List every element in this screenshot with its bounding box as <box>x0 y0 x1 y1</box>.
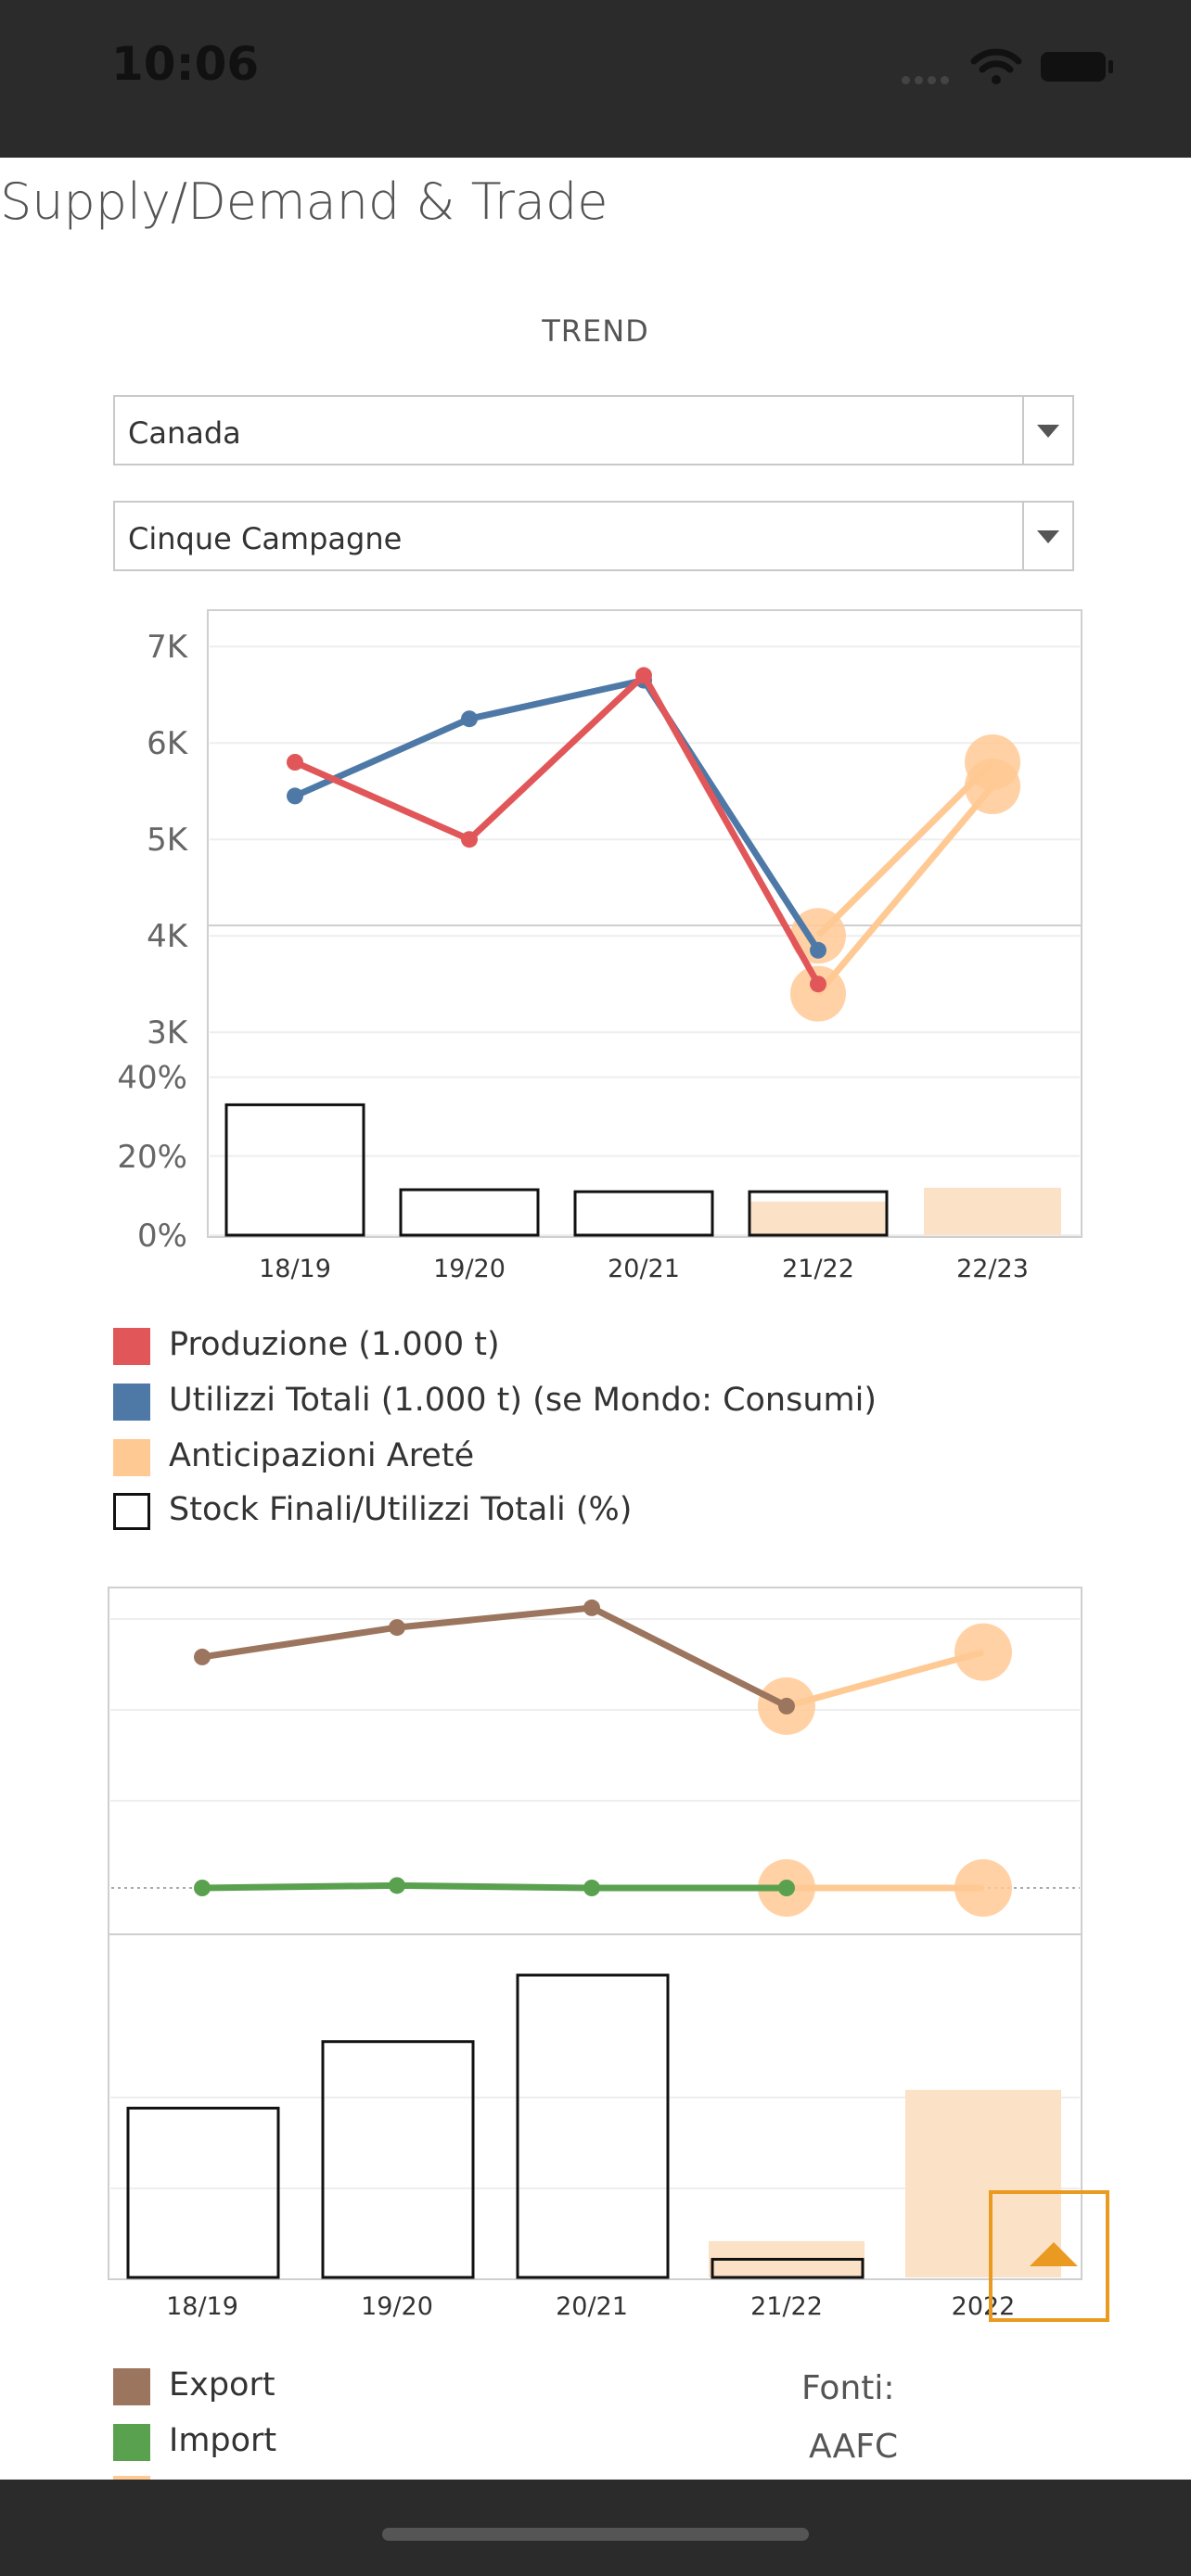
forecast-point <box>954 1859 1012 1917</box>
data-point <box>583 1599 600 1616</box>
y-tick-label: 20% <box>117 1139 187 1176</box>
legend-label: Stock Finali/Utilizzi Totali (%) <box>169 1491 633 1528</box>
data-point <box>810 941 826 959</box>
trade-bar <box>126 2106 280 2279</box>
legend-label: Produzione (1.000 t) <box>169 1326 500 1363</box>
cellular-signal-icon <box>902 70 954 88</box>
trend-chart-top: 7K 6K 5K 4K 3K 40% 20% 0% 18/19 19/20 20/21 21/22 2… <box>117 609 1082 1283</box>
status-time: 10:06 <box>111 37 260 91</box>
battery-icon <box>1041 52 1113 82</box>
trend-chart-bottom: 18/19 19/20 20/21 21/22 2022 <box>108 1587 1082 2318</box>
forecast-bar <box>749 1201 887 1235</box>
data-point <box>461 831 478 848</box>
y-tick-label: 6K <box>147 725 189 762</box>
y-tick-label: 3K <box>147 1014 189 1052</box>
legend-swatch <box>113 1493 150 1530</box>
y-tick-label: 4K <box>147 918 189 955</box>
data-point <box>778 1697 795 1715</box>
forecast-line <box>815 784 995 996</box>
forecast-point <box>790 908 846 964</box>
legend-label: Utilizzi Totali (1.000 t) (se Mondo: Con… <box>169 1382 877 1419</box>
legend-label: Export <box>169 2366 275 2404</box>
stock-bar <box>224 1103 365 1237</box>
legend-swatch <box>113 1439 150 1476</box>
chevron-down-icon[interactable] <box>1022 397 1072 464</box>
legend-swatch <box>113 2424 150 2461</box>
legend-label: Import <box>169 2422 277 2459</box>
x-tick-label: 18/19 <box>166 2292 238 2318</box>
forecast-bar <box>924 1187 1061 1235</box>
y-tick-label: 0% <box>137 1218 187 1255</box>
series-line <box>201 1881 787 1892</box>
stock-bar <box>748 1190 889 1237</box>
bar-panel-frame <box>108 1933 1082 2280</box>
period-dropdown[interactable]: Cinque Campagne <box>113 501 1074 571</box>
data-point <box>778 1880 795 1896</box>
bar-panel-frame <box>207 925 1082 1238</box>
x-tick-label: 22/23 <box>956 1255 1029 1283</box>
country-dropdown[interactable]: Canada <box>113 395 1074 465</box>
forecast-point <box>790 965 846 1022</box>
sources-label: Fonti: <box>801 2369 895 2407</box>
stock-bar <box>399 1188 540 1237</box>
sources-value: AAFC <box>809 2428 899 2466</box>
x-tick-label: 21/22 <box>750 2292 823 2318</box>
scroll-to-top-button[interactable] <box>989 2190 1109 2322</box>
x-tick-label: 20/21 <box>608 1255 680 1283</box>
legend-swatch <box>113 1384 150 1421</box>
wifi-icon <box>970 48 1022 84</box>
series-line <box>293 671 822 986</box>
x-tick-label: 20/21 <box>556 2292 628 2318</box>
legend-swatch <box>113 1328 150 1365</box>
forecast-point <box>965 734 1020 790</box>
data-point <box>583 1880 600 1896</box>
forecast-line <box>786 1649 984 1710</box>
status-bar: 10:06 <box>0 0 1191 158</box>
data-point <box>461 710 478 728</box>
data-point <box>389 1619 405 1637</box>
country-dropdown-value: Canada <box>128 415 241 451</box>
x-tick-label: 19/20 <box>433 1255 506 1283</box>
trade-bar <box>321 2040 475 2279</box>
series-line <box>293 677 821 952</box>
y-tick-label: 7K <box>147 629 189 666</box>
data-point <box>635 667 652 684</box>
y-tick-label: 40% <box>117 1060 187 1097</box>
series-line <box>201 1604 788 1710</box>
stock-bar <box>573 1190 714 1237</box>
legend-swatch <box>113 2368 150 2405</box>
data-point <box>194 1648 211 1665</box>
page-title: Supply/Demand & Trade <box>0 172 608 231</box>
trade-bar <box>711 2257 864 2279</box>
legend-label: Anticipazioni Areté <box>169 1437 475 1474</box>
y-tick-label: 5K <box>147 822 189 859</box>
data-point <box>287 754 303 771</box>
chevron-down-icon[interactable] <box>1022 503 1072 569</box>
forecast-line <box>815 759 995 938</box>
data-point <box>389 1877 405 1894</box>
line-panel-frame <box>207 609 1082 926</box>
trade-bar <box>516 1973 670 2279</box>
forecast-point <box>954 1623 1012 1681</box>
data-point <box>810 976 826 993</box>
section-title: TREND <box>542 313 649 349</box>
bottom-bar <box>0 2480 1191 2576</box>
x-tick-label: 21/22 <box>782 1255 854 1283</box>
x-tick-label: 18/19 <box>259 1255 331 1283</box>
x-tick-label: 19/20 <box>361 2292 433 2318</box>
home-indicator[interactable] <box>382 2528 809 2541</box>
data-point <box>194 1880 211 1896</box>
data-point <box>287 787 303 805</box>
x-tick-label: 2022 <box>952 2292 1016 2318</box>
period-dropdown-value: Cinque Campagne <box>128 521 403 556</box>
